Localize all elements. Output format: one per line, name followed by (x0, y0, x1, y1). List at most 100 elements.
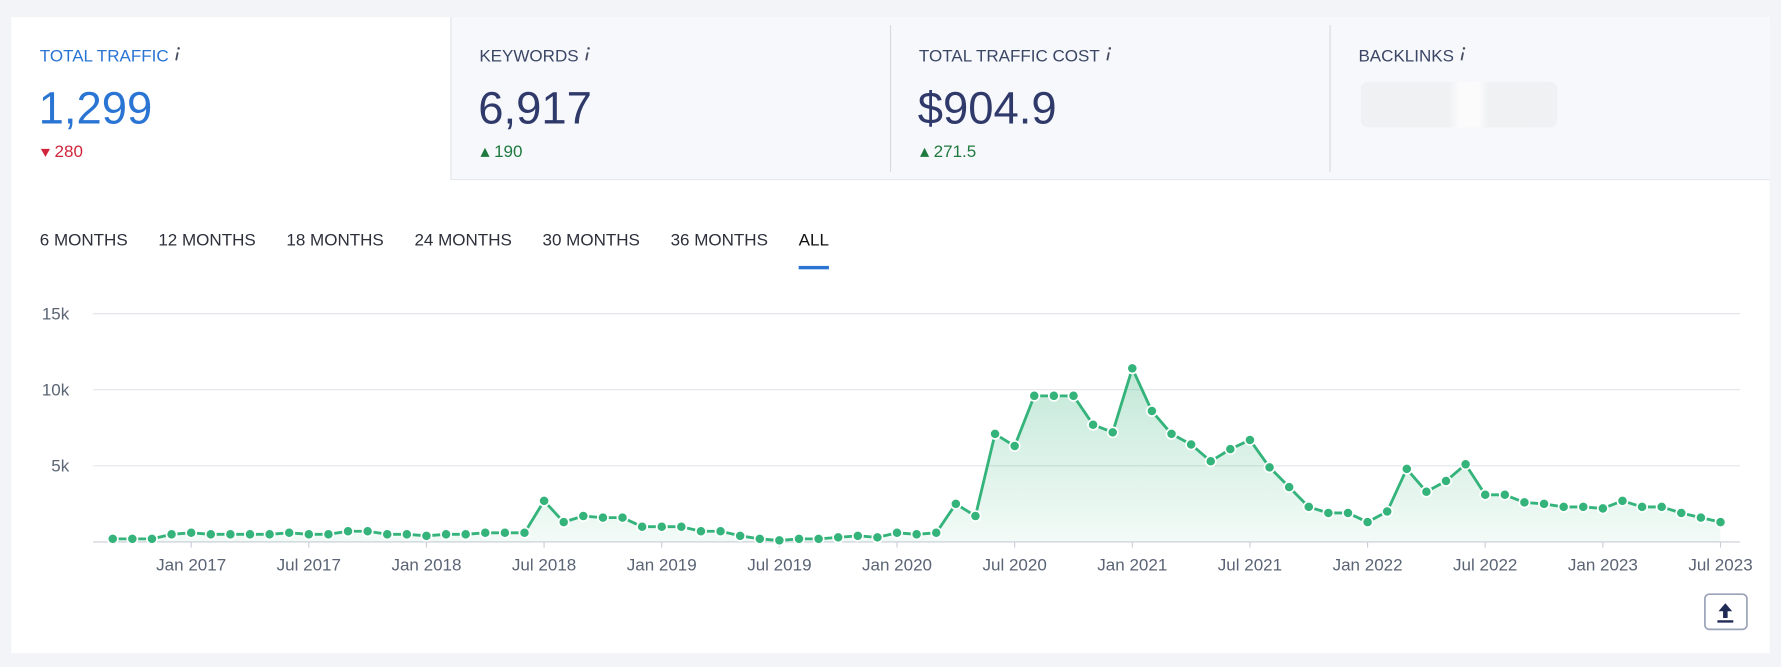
data-point (616, 511, 629, 524)
card-title: TOTAL TRAFFIC (40, 46, 169, 65)
data-point (145, 532, 158, 545)
card-title: TOTAL TRAFFIC COST (919, 46, 1100, 65)
data-point (1440, 475, 1452, 488)
data-point (1028, 389, 1041, 402)
data-point (479, 526, 492, 539)
data-point (793, 532, 805, 545)
data-point (1087, 418, 1100, 431)
data-point (1008, 440, 1021, 453)
data-point (440, 528, 453, 541)
data-point (675, 520, 688, 533)
data-point (1518, 496, 1531, 509)
data-point (832, 531, 845, 544)
info-icon-dot (177, 47, 180, 50)
info-icon-dot (587, 47, 590, 50)
data-point (557, 516, 570, 529)
data-point (1675, 507, 1688, 519)
data-point (361, 525, 374, 538)
data-point (165, 528, 178, 541)
loading-placeholder (1360, 81, 1558, 128)
cards-bg (450, 17, 1770, 180)
data-point (381, 528, 394, 541)
data-point (1243, 433, 1256, 446)
data-point (812, 532, 825, 545)
data-point (302, 528, 315, 541)
data-point (106, 532, 119, 545)
x-tick-label: Jan 2021 (1097, 555, 1167, 574)
data-point (263, 528, 276, 541)
data-point (518, 526, 531, 539)
y-tick-label: 15k (42, 304, 70, 323)
data-point (1498, 488, 1511, 501)
range-tab[interactable]: 36 MONTHS (671, 230, 768, 249)
data-point (322, 528, 335, 541)
range-tab[interactable]: ALL (799, 230, 829, 249)
info-icon (175, 52, 179, 61)
data-point (204, 528, 217, 541)
card-title: BACKLINKS (1358, 46, 1454, 65)
x-tick-label: Jul 2017 (277, 555, 341, 574)
card-value: 1,299 (39, 82, 153, 133)
change-arrow (40, 148, 50, 157)
area (112, 368, 1721, 542)
y-tick-label: 10k (42, 380, 70, 399)
range-tab[interactable]: 18 MONTHS (286, 230, 383, 249)
data-point (1596, 502, 1609, 515)
data-point (773, 534, 786, 547)
info-icon-dot (1108, 47, 1112, 50)
data-point (753, 532, 766, 545)
data-point (244, 528, 256, 541)
info-icon (1460, 52, 1464, 61)
range-tab[interactable]: 6 MONTHS (40, 230, 128, 249)
export-icon (1717, 603, 1734, 623)
data-point (969, 510, 982, 523)
x-tick-label: Jan 2023 (1568, 555, 1638, 574)
x-tick-label: Jul 2022 (1453, 555, 1517, 574)
x-tick-label: Jan 2022 (1333, 555, 1403, 574)
range-tab[interactable]: 12 MONTHS (158, 230, 255, 249)
data-point (538, 494, 551, 507)
card-change: 280 (55, 142, 83, 161)
data-point (1322, 507, 1335, 519)
data-point (1714, 516, 1727, 529)
data-point (1420, 485, 1433, 498)
data-point (1577, 500, 1590, 513)
data-point (1636, 500, 1649, 513)
data-point (1479, 488, 1492, 501)
info-icon (1106, 52, 1110, 61)
card-title: KEYWORDS (479, 46, 578, 65)
card-value: 6,917 (478, 82, 592, 133)
data-point (1616, 494, 1629, 507)
data-point (126, 532, 139, 545)
data-point (949, 497, 962, 510)
data-point (930, 526, 943, 539)
data-point (577, 510, 590, 523)
data-point (1459, 458, 1472, 471)
info-icon (585, 52, 589, 61)
data-point (400, 528, 413, 541)
data-point (1047, 389, 1060, 402)
range-tab[interactable]: 24 MONTHS (414, 230, 511, 249)
x-tick-label: Jul 2021 (1218, 555, 1282, 574)
data-point (891, 526, 903, 539)
x-tick-label: Jul 2019 (747, 555, 811, 574)
data-point (498, 526, 511, 539)
range-tab[interactable]: 30 MONTHS (543, 230, 640, 249)
data-point (1381, 505, 1394, 518)
data-point (1694, 511, 1707, 524)
data-point (1283, 481, 1296, 494)
data-point (694, 525, 707, 538)
data-point (420, 529, 433, 542)
export-button[interactable] (1704, 593, 1748, 631)
data-point (1655, 500, 1668, 513)
data-point (1165, 427, 1178, 440)
data-point (1263, 461, 1276, 474)
data-point (714, 525, 727, 538)
y-tick-label: 5k (51, 456, 69, 475)
data-point (1400, 462, 1413, 475)
data-point (1557, 500, 1570, 513)
data-point (283, 526, 296, 539)
data-point (1126, 362, 1139, 375)
info-icon-dot (1462, 47, 1466, 50)
